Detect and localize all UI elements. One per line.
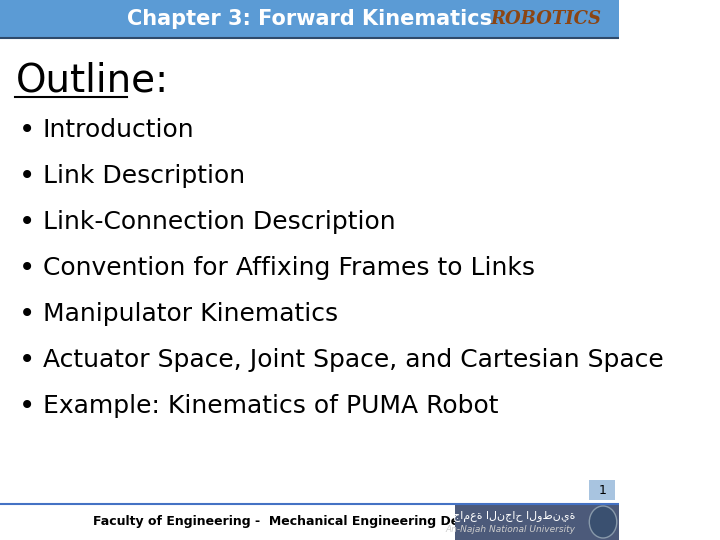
Text: •: • <box>19 116 35 144</box>
Text: •: • <box>19 208 35 236</box>
FancyBboxPatch shape <box>0 0 618 38</box>
Text: Convention for Affixing Frames to Links: Convention for Affixing Frames to Links <box>43 256 535 280</box>
Text: 1: 1 <box>598 483 606 496</box>
Text: •: • <box>19 162 35 190</box>
Text: Outline:: Outline: <box>15 61 168 99</box>
Text: Introduction: Introduction <box>43 118 194 142</box>
Text: Link Description: Link Description <box>43 164 245 188</box>
Text: Manipulator Kinematics: Manipulator Kinematics <box>43 302 338 326</box>
Text: •: • <box>19 392 35 420</box>
FancyBboxPatch shape <box>589 480 615 500</box>
Text: Chapter 3: Forward Kinematics: Chapter 3: Forward Kinematics <box>127 9 492 29</box>
Text: •: • <box>19 346 35 374</box>
Text: جامعة النجاح الوطنية: جامعة النجاح الوطنية <box>453 511 575 522</box>
FancyBboxPatch shape <box>455 504 618 540</box>
Text: Actuator Space, Joint Space, and Cartesian Space: Actuator Space, Joint Space, and Cartesi… <box>43 348 664 372</box>
Text: Example: Kinematics of PUMA Robot: Example: Kinematics of PUMA Robot <box>43 394 498 418</box>
Text: Link-Connection Description: Link-Connection Description <box>43 210 395 234</box>
Text: ROBOTICS: ROBOTICS <box>490 10 601 28</box>
Text: •: • <box>19 254 35 282</box>
Text: •: • <box>19 300 35 328</box>
Text: Faculty of Engineering -  Mechanical Engineering Department: Faculty of Engineering - Mechanical Engi… <box>94 516 525 529</box>
Circle shape <box>589 506 617 538</box>
Text: An-Najah National University: An-Najah National University <box>446 525 575 535</box>
